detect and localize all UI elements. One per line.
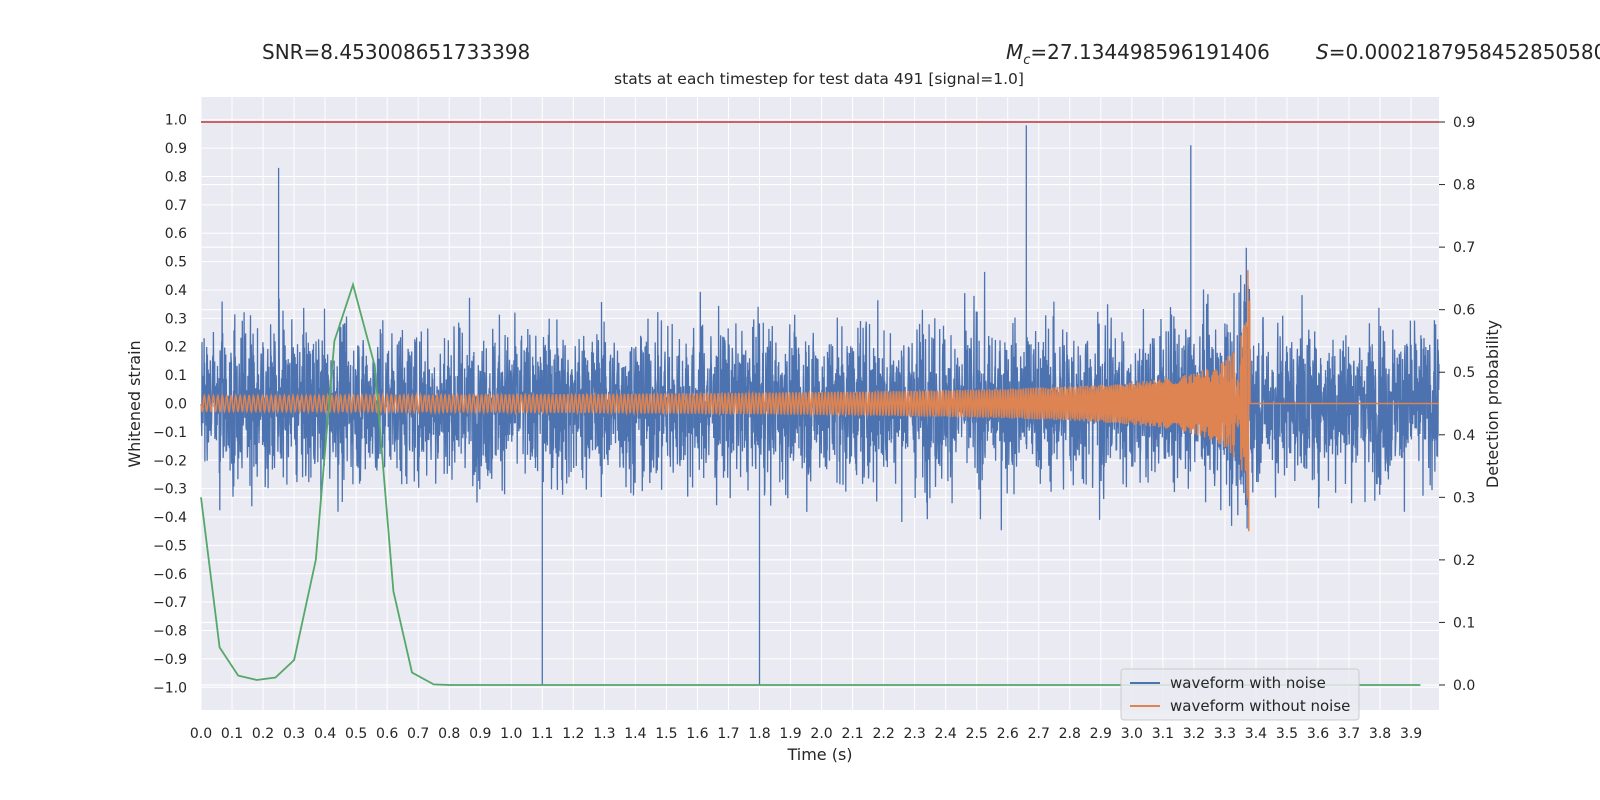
x-tick-label: 3.1: [1152, 726, 1174, 742]
s-value: =0.00021879584528505802: [1328, 40, 1600, 64]
y-tick-label: 0.3: [165, 311, 187, 327]
y-tick-label: −0.1: [153, 425, 187, 441]
y-tick-label: −0.3: [153, 482, 187, 498]
mc-symbol: M: [1006, 40, 1024, 64]
legend-box: [1120, 668, 1360, 721]
x-tick-label: 2.5: [966, 726, 988, 742]
y2-tick-label: 0.5: [1453, 365, 1475, 381]
x-axis-label: Time (s): [786, 745, 852, 764]
x-tick-label: 2.3: [904, 726, 926, 742]
y-tick-label: 0.2: [165, 340, 187, 356]
legend-label-clean: waveform without noise: [1170, 697, 1350, 715]
x-tick-label: 1.4: [624, 726, 646, 742]
x-tick-label: 0.2: [252, 726, 274, 742]
x-tick-label: 0.4: [314, 726, 336, 742]
chirp-mass-readout: Mc=27.134498596191406: [1006, 40, 1270, 68]
y-tick-label: 0.9: [165, 141, 187, 157]
y2-tick-label: 0.9: [1453, 115, 1475, 131]
x-tick-label: 0.6: [376, 726, 398, 742]
legend-label-noise: waveform with noise: [1170, 674, 1326, 692]
y-tick-label: 0.7: [165, 198, 187, 214]
y-tick-label: −0.6: [153, 567, 187, 583]
x-tick-label: 1.8: [748, 726, 770, 742]
y-tick-label: −0.5: [153, 538, 187, 554]
x-tick-label: 3.2: [1183, 726, 1205, 742]
x-tick-label: 2.1: [841, 726, 863, 742]
y-tick-label: 0.4: [165, 283, 187, 299]
y-tick-label: 1.0: [165, 113, 187, 129]
x-tick-label: 3.6: [1307, 726, 1329, 742]
y-tick-label: 0.0: [165, 397, 187, 413]
x-tick-label: 1.2: [562, 726, 584, 742]
y-tick-label: −0.2: [153, 453, 187, 469]
y2-axis-label: Detection probability: [1483, 320, 1502, 488]
x-tick-label: 2.9: [1090, 726, 1112, 742]
y2-tick-label: 0.2: [1453, 553, 1475, 569]
x-tick-label: 1.9: [779, 726, 801, 742]
series-waveform-without-noise: [200, 270, 1439, 532]
x-tick-label: 0.9: [469, 726, 491, 742]
x-tick-label: 2.2: [872, 726, 894, 742]
y-tick-label: −0.8: [153, 624, 187, 640]
y2-tick-label: 0.6: [1453, 303, 1475, 319]
x-tick-label: 3.4: [1245, 726, 1267, 742]
x-tick-label: 1.5: [655, 726, 677, 742]
y-axis-label: Whitened strain: [125, 340, 144, 467]
x-tick-label: 3.8: [1369, 726, 1391, 742]
x-tick-label: 3.3: [1214, 726, 1236, 742]
x-tick-label: 2.7: [1028, 726, 1050, 742]
x-tick-label: 3.9: [1400, 726, 1422, 742]
y2-tick-label: 0.0: [1453, 678, 1475, 694]
x-tick-label: 1.1: [531, 726, 553, 742]
x-tick-label: 3.5: [1276, 726, 1298, 742]
y-tick-label: 0.8: [165, 169, 187, 185]
legend: waveform with noise waveform without noi…: [1120, 668, 1360, 721]
y2-tick-label: 0.3: [1453, 490, 1475, 506]
spin-readout: S=0.00021879584528505802: [1316, 40, 1600, 64]
y-tick-label: 0.5: [165, 255, 187, 271]
y2-tick-label: 0.1: [1453, 615, 1475, 631]
y-tick-label: −1.0: [153, 680, 187, 696]
x-tick-label: 2.6: [997, 726, 1019, 742]
x-tick-label: 1.6: [686, 726, 708, 742]
x-tick-label: 2.0: [810, 726, 832, 742]
y-tick-label: −0.4: [153, 510, 187, 526]
mc-subscript: c: [1023, 53, 1031, 68]
x-tick-label: 1.0: [500, 726, 522, 742]
plot-area: [200, 121, 1440, 686]
y2-tick-label: 0.8: [1453, 178, 1475, 194]
series-waveform-with-noise: [200, 125, 1440, 685]
x-tick-label: 0.8: [438, 726, 460, 742]
x-tick-label: 1.7: [717, 726, 739, 742]
x-tick-label: 0.0: [190, 726, 212, 742]
y-tick-label: 0.6: [165, 226, 187, 242]
snr-readout: SNR=8.453008651733398: [262, 40, 531, 64]
y2-tick-label: 0.4: [1453, 428, 1475, 444]
x-tick-label: 0.7: [407, 726, 429, 742]
y2-tick-label: 0.7: [1453, 240, 1475, 256]
y-tick-label: 0.1: [165, 368, 187, 384]
x-tick-label: 3.0: [1121, 726, 1143, 742]
x-tick-label: 1.3: [593, 726, 615, 742]
x-tick-label: 2.8: [1059, 726, 1081, 742]
x-tick-label: 0.3: [283, 726, 305, 742]
x-tick-label: 2.4: [935, 726, 957, 742]
y-tick-label: −0.7: [153, 595, 187, 611]
y-tick-label: −0.9: [153, 652, 187, 668]
chart-title: stats at each timestep for test data 491…: [614, 70, 1024, 88]
ticks: 0.0 0.1 0.2 0.3 0.4 0.5 0.6 0.7 0.8 0.9 1.0 1.1 1.2 1…: [153, 113, 1475, 742]
series-detection-probability: [200, 281, 1421, 686]
s-symbol: S: [1316, 40, 1329, 64]
x-tick-label: 0.1: [221, 726, 243, 742]
x-tick-label: 0.5: [345, 726, 367, 742]
mc-value: =27.134498596191406: [1030, 40, 1270, 64]
x-tick-label: 3.7: [1338, 726, 1360, 742]
